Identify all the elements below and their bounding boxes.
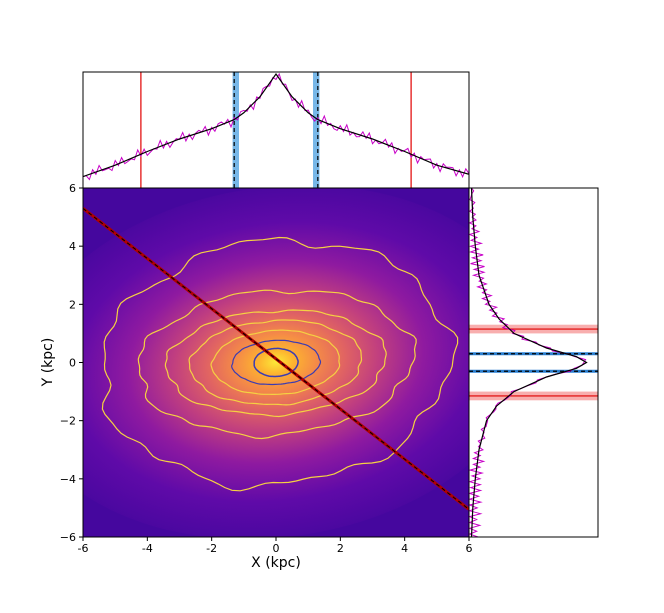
y-tick-label: −2 <box>60 415 76 428</box>
x-tick-label: -6 <box>78 542 89 555</box>
y-tick-label: 6 <box>69 182 76 195</box>
x-tick-label: -4 <box>142 542 153 555</box>
x-tick-label: 0 <box>273 542 280 555</box>
y-tick-label: −6 <box>60 531 76 544</box>
contour-6 <box>231 339 322 386</box>
right-profile-model <box>470 188 588 537</box>
x-tick-label: 4 <box>401 542 408 555</box>
y-axis-ticks: 6 4 2 0 −2 −4 −6 <box>60 182 83 544</box>
y-axis-label: Y (kpc) <box>40 338 56 388</box>
contour-5 <box>210 329 341 395</box>
x-tick-label: 2 <box>337 542 344 555</box>
right-profile-data <box>469 188 587 537</box>
x-axis-ticks: -6 -4 -2 0 2 4 6 <box>78 537 473 555</box>
y-tick-label: 4 <box>69 240 76 253</box>
x-tick-label: -2 <box>206 542 217 555</box>
contour-lines <box>101 236 459 492</box>
contour-4 <box>188 319 363 406</box>
bar-angle-line-dashed <box>83 207 469 510</box>
top-profile-model <box>83 72 469 178</box>
heatmap-panel: -6 -4 -2 0 2 4 6 6 4 2 0 −2 −4 −6 X (kpc) Y (kpc) <box>40 182 473 571</box>
right-profile-panel <box>468 187 599 538</box>
x-axis-label: X (kpc) <box>251 555 301 571</box>
top-profile-data <box>83 72 469 181</box>
y-tick-label: −4 <box>60 473 76 486</box>
y-tick-label: 2 <box>69 298 76 311</box>
top-profile-panel <box>82 71 470 189</box>
y-tick-label: 0 <box>69 357 76 370</box>
contour-core <box>253 347 299 378</box>
contour-outer <box>101 236 459 492</box>
blue-band <box>232 72 240 188</box>
contour-2 <box>137 289 417 440</box>
x-tick-label: 6 <box>466 542 473 555</box>
blue-band <box>312 72 320 188</box>
density-background <box>83 188 469 537</box>
